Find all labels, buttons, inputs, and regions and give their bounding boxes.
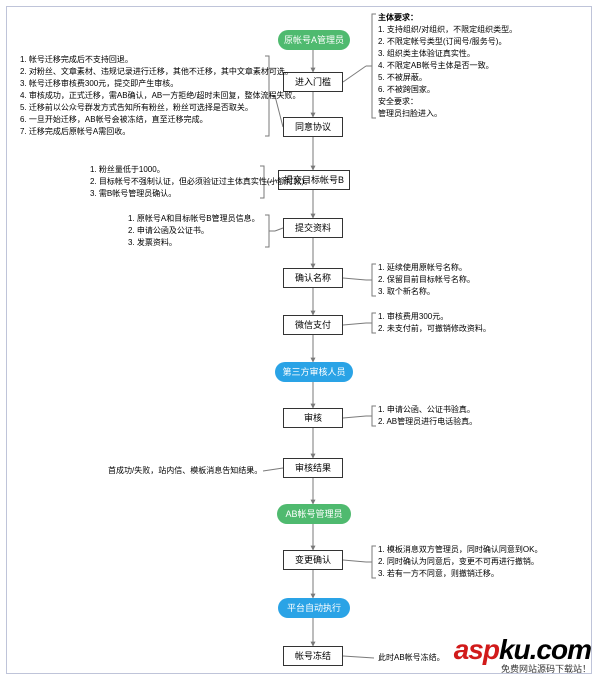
node-n5: 提交资料 (283, 218, 343, 238)
annot-a_n5_left: 1. 原帐号A和目标帐号B管理员信息。2. 申请公函及公证书。3. 发票资料。 (128, 213, 260, 249)
annot-a_n14_right: 此时AB帐号冻结。 (378, 652, 445, 664)
node-n13: 平台自动执行 (278, 598, 350, 618)
node-n12: 变更确认 (283, 550, 343, 570)
flowchart-canvas: 原帐号A管理员进入门槛同意协议提交目标帐号B提交资料确认名称微信支付第三方审核人… (0, 0, 599, 681)
node-n7: 微信支付 (283, 315, 343, 335)
node-n9: 审核 (283, 408, 343, 428)
annot-a_n9_right: 1. 申请公函、公证书验真。2. AB管理员进行电话验真。 (378, 404, 477, 428)
watermark-black2: .com (530, 634, 591, 665)
annot-a_n6_right: 1. 延续使用原帐号名称。2. 保留目前目标帐号名称。3. 取个新名称。 (378, 262, 475, 298)
annot-a_top_right: 主体要求：1. 支持组织/对组织，不限定组织类型。2. 不限定帐号类型(订阅号/… (378, 12, 517, 120)
annot-a_n10_left: 首成功/失败，站内信、模板消息告知结果。 (108, 465, 262, 477)
annot-a_n4_left: 1. 粉丝量低于1000。2. 目标帐号不强制认证，但必须验证过主体真实性(小额… (90, 164, 312, 200)
annot-a_left_top: 1. 帐号迁移完成后不支持回退。2. 对粉丝、文章素材、违规记录进行迁移，其他不… (20, 54, 300, 138)
node-n10: 审核结果 (283, 458, 343, 478)
node-n8: 第三方审核人员 (275, 362, 353, 382)
watermark: aspku.com 免费网站源码下载站！ (454, 634, 591, 675)
node-n11: AB帐号管理员 (277, 504, 351, 524)
node-n14: 帐号冻结 (283, 646, 343, 666)
watermark-black1: ku (499, 634, 530, 665)
annot-a_n12_right: 1. 模板消息双方管理员，同时确认同意到OK。2. 同时确认为同意后，变更不可再… (378, 544, 542, 580)
node-n1: 原帐号A管理员 (278, 30, 350, 50)
node-n6: 确认名称 (283, 268, 343, 288)
watermark-red: asp (454, 634, 499, 665)
annot-a_n7_right: 1. 审核费用300元。2. 未支付前，可撤销修改资料。 (378, 311, 491, 335)
